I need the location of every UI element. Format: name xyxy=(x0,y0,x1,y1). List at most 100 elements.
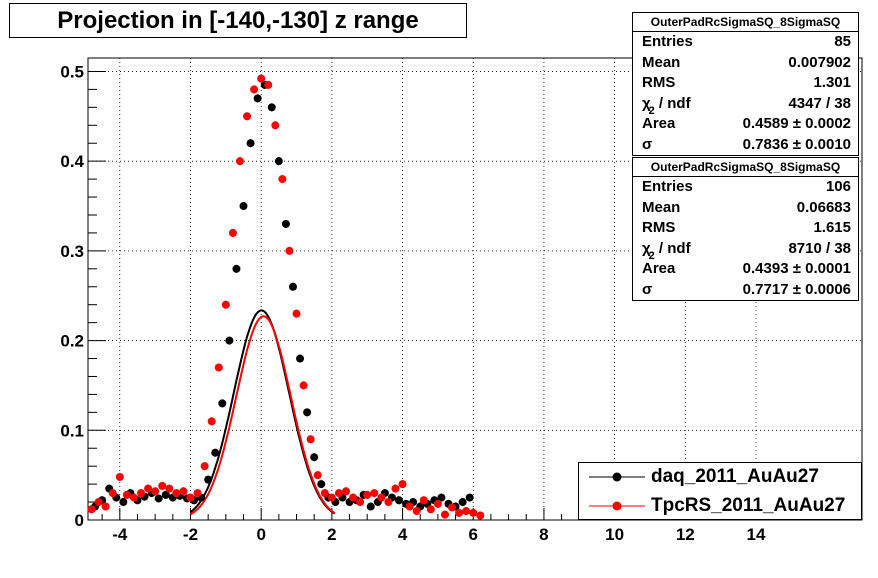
stats-row: Entries 85 xyxy=(633,32,858,53)
tpcrs-point xyxy=(306,435,315,444)
stats-box-1: OuterPadRcSigmaSQ_8SigmaSQ Entries 85 Mean 0… xyxy=(632,12,859,156)
stats-value: 1.301 xyxy=(813,74,851,91)
x-tick-label: 8 xyxy=(539,525,548,544)
tpcrs-point xyxy=(214,363,223,372)
stats-value: 85 xyxy=(834,33,851,50)
daq-point xyxy=(274,157,283,166)
fit-curve-tpcrs xyxy=(190,315,336,516)
daq-point xyxy=(465,493,474,502)
y-tick-label: 0.5 xyxy=(60,62,84,81)
tpcrs-point xyxy=(144,484,153,493)
tpcrs-point xyxy=(426,505,435,514)
tpcrs-point xyxy=(179,487,188,496)
tpcrs-point xyxy=(363,490,372,499)
legend-marker-tpcrs xyxy=(589,501,645,511)
stats-value: 4347 / 38 xyxy=(788,94,851,112)
tpcrs-point xyxy=(292,309,301,318)
stats-row: Mean 0.007902 xyxy=(633,53,858,74)
stats-header: OuterPadRcSigmaSQ_8SigmaSQ xyxy=(633,13,858,32)
tpcrs-point xyxy=(462,507,471,516)
stats-key: σ xyxy=(642,280,653,298)
tpcrs-point xyxy=(299,381,308,390)
stats-row: Mean 0.06683 xyxy=(633,198,858,219)
stats-value: 0.06683 xyxy=(796,198,851,216)
stats-row: RMS 1.301 xyxy=(633,73,858,94)
tpcrs-point xyxy=(94,498,103,507)
daq-point xyxy=(218,399,227,408)
tpcrs-point xyxy=(334,489,343,498)
tpcrs-point xyxy=(115,472,124,481)
stats-value: 0.7717 ± 0.0006 xyxy=(742,280,851,298)
tpcrs-point xyxy=(228,228,237,237)
tpcrs-point xyxy=(108,489,117,498)
tpcrs-point xyxy=(455,508,464,517)
stats-row: χ2 / ndf 8710 / 38 xyxy=(633,239,858,262)
daq-point xyxy=(211,448,220,457)
legend-label-tpcrs: TpcRS_2011_AuAu27 xyxy=(651,495,846,516)
tpcrs-point xyxy=(419,496,428,505)
x-tick-label: 6 xyxy=(468,525,477,544)
x-tick-label: -2 xyxy=(183,525,198,544)
stats-row: σ 0.7717 ± 0.0006 xyxy=(633,280,858,301)
tpcrs-point xyxy=(320,489,329,498)
tpcrs-point xyxy=(243,112,252,121)
tpcrs-point xyxy=(207,417,216,426)
tick-labels: -4 -2 0 2 4 6 8 10 12 14 0 0.1 0.2 0.3 0.4 0.5 xyxy=(60,62,766,544)
stats-value: 106 xyxy=(825,178,851,195)
daq-point xyxy=(458,498,467,507)
stats-value: 8710 / 38 xyxy=(788,239,851,257)
x-tick-label: 0 xyxy=(256,525,265,544)
daq-point xyxy=(161,490,170,499)
daq-point xyxy=(154,494,163,503)
stats-row: Area 0.4393 ± 0.0001 xyxy=(633,259,858,280)
stats-key: Area xyxy=(642,260,676,277)
stats-key: Entries xyxy=(642,178,693,195)
x-tick-label: 2 xyxy=(327,525,336,544)
tpcrs-point xyxy=(158,481,167,490)
x-tick-label: 12 xyxy=(676,525,695,544)
daq-point xyxy=(119,498,128,507)
tpcrs-point xyxy=(200,462,209,471)
daq-point xyxy=(267,103,276,112)
tpcrs-point xyxy=(398,480,407,489)
stats-value: 0.4393 ± 0.0001 xyxy=(742,260,851,277)
stats-key: Mean xyxy=(642,53,681,71)
daq-point xyxy=(225,336,234,345)
stats-key: χ2 / ndf xyxy=(642,239,691,262)
daq-point xyxy=(288,282,297,291)
stats-value: 0.4589 ± 0.0002 xyxy=(742,115,851,132)
tpcrs-point xyxy=(151,487,160,496)
stats-row: σ 0.7836 ± 0.0010 xyxy=(633,135,858,156)
tpcrs-point xyxy=(448,503,457,512)
tpcrs-point xyxy=(221,300,230,309)
tpcrs-point xyxy=(235,157,244,166)
stats-value: 1.615 xyxy=(813,219,851,236)
tpcrs-point xyxy=(137,489,146,498)
daq-point xyxy=(204,475,213,484)
daq-point xyxy=(317,480,326,489)
tpcrs-point xyxy=(193,489,202,498)
tpcrs-point xyxy=(412,507,421,516)
tpcrs-point xyxy=(257,74,266,83)
daq-point xyxy=(281,219,290,228)
tpcrs-point xyxy=(440,510,449,519)
stats-row: RMS 1.615 xyxy=(633,218,858,239)
tpcrs-point xyxy=(476,511,485,520)
stats-value: 0.7836 ± 0.0010 xyxy=(742,135,851,153)
tpcrs-point xyxy=(122,490,131,499)
tpcrs-point xyxy=(313,471,322,480)
stats-key: RMS xyxy=(642,74,676,91)
stats-value: 0.007902 xyxy=(788,53,851,71)
tpcrs-point xyxy=(172,489,181,498)
stats-key: Entries xyxy=(642,33,693,50)
tpcrs-point xyxy=(278,175,287,184)
stats-row: Entries 106 xyxy=(633,177,858,198)
stats-key: RMS xyxy=(642,219,676,236)
stats-key: Area xyxy=(642,115,676,132)
tpcrs-point xyxy=(186,493,195,502)
legend-label-daq: daq_2011_AuAu27 xyxy=(651,466,819,487)
tpcrs-point xyxy=(391,484,400,493)
tpcrs-point xyxy=(165,484,174,493)
stats-key: σ xyxy=(642,135,653,153)
tpcrs-point xyxy=(384,498,393,507)
